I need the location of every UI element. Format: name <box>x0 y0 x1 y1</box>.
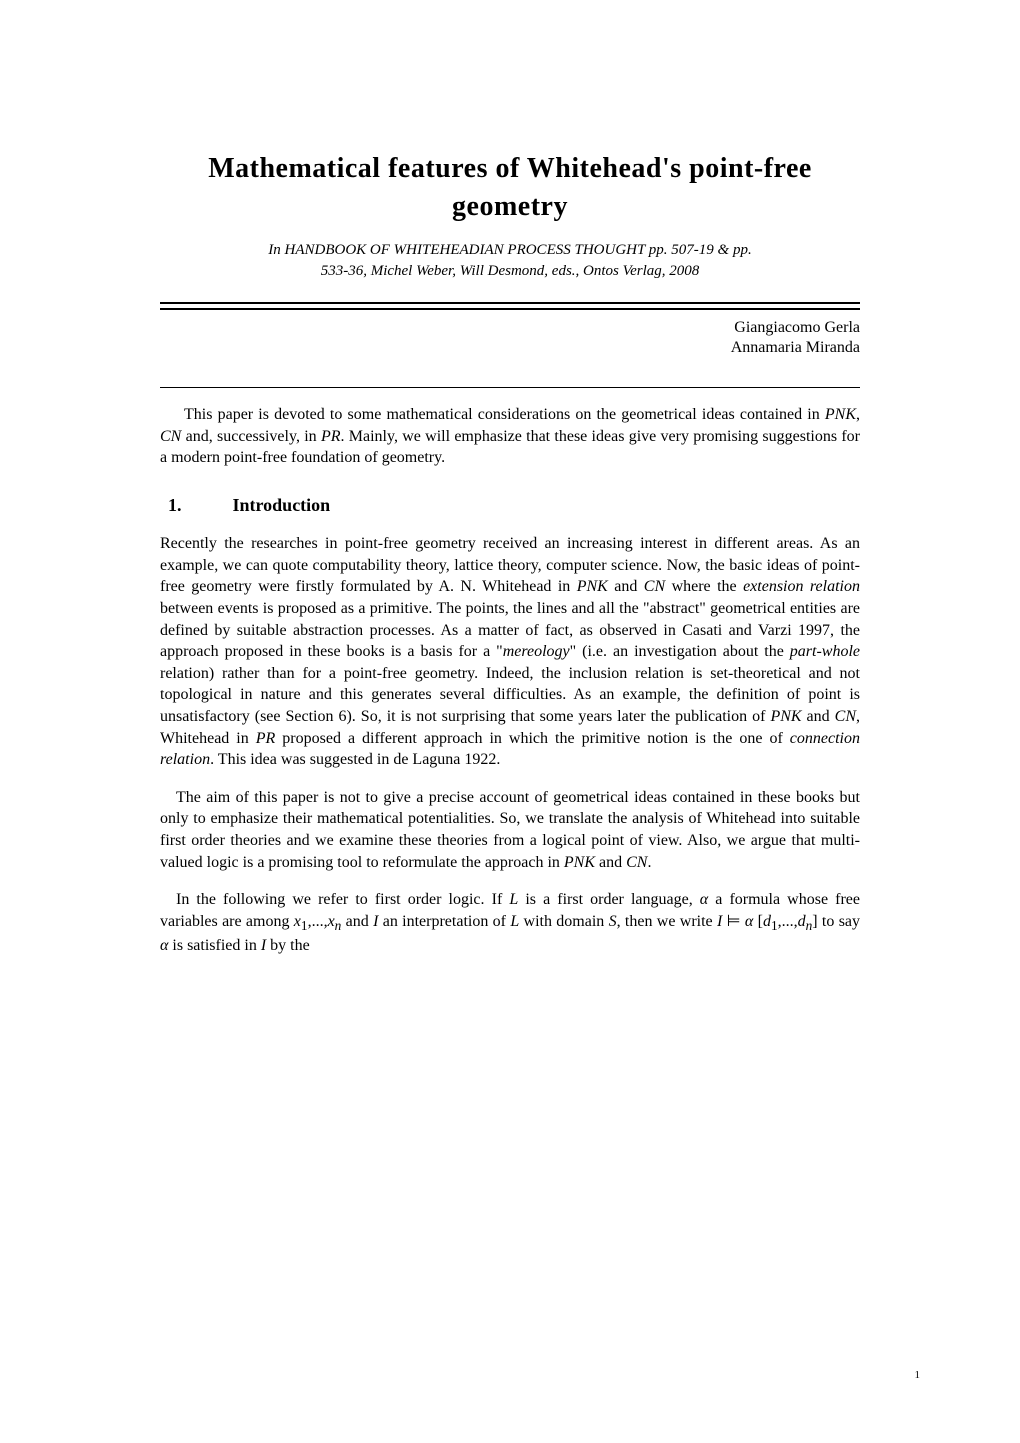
citation-block: In HANDBOOK OF WHITEHEADIAN PROCESS THOU… <box>160 240 860 282</box>
abstract-paragraph: This paper is devoted to some mathematic… <box>160 404 860 469</box>
paper-title: Mathematical features of Whitehead's poi… <box>160 150 860 226</box>
section-heading: 1. Introduction <box>168 493 860 517</box>
body-paragraph-2: The aim of this paper is not to give a p… <box>160 787 860 873</box>
horizontal-rule-top <box>160 302 860 310</box>
citation-line-1: In HANDBOOK OF WHITEHEADIAN PROCESS THOU… <box>268 242 751 258</box>
author-1: Giangiacomo Gerla <box>734 319 860 336</box>
body-paragraph-1: Recently the researches in point-free ge… <box>160 533 860 771</box>
authors-block: Giangiacomo Gerla Annamaria Miranda <box>160 318 860 360</box>
author-2: Annamaria Miranda <box>731 339 860 356</box>
body-paragraph-3: In the following we refer to first order… <box>160 889 860 956</box>
section-number: 1. <box>168 493 228 517</box>
page-number: 1 <box>915 1368 921 1383</box>
citation-line-2: 533-36, Michel Weber, Will Desmond, eds.… <box>321 263 700 279</box>
horizontal-rule-bottom <box>160 387 860 388</box>
section-title: Introduction <box>233 495 331 515</box>
